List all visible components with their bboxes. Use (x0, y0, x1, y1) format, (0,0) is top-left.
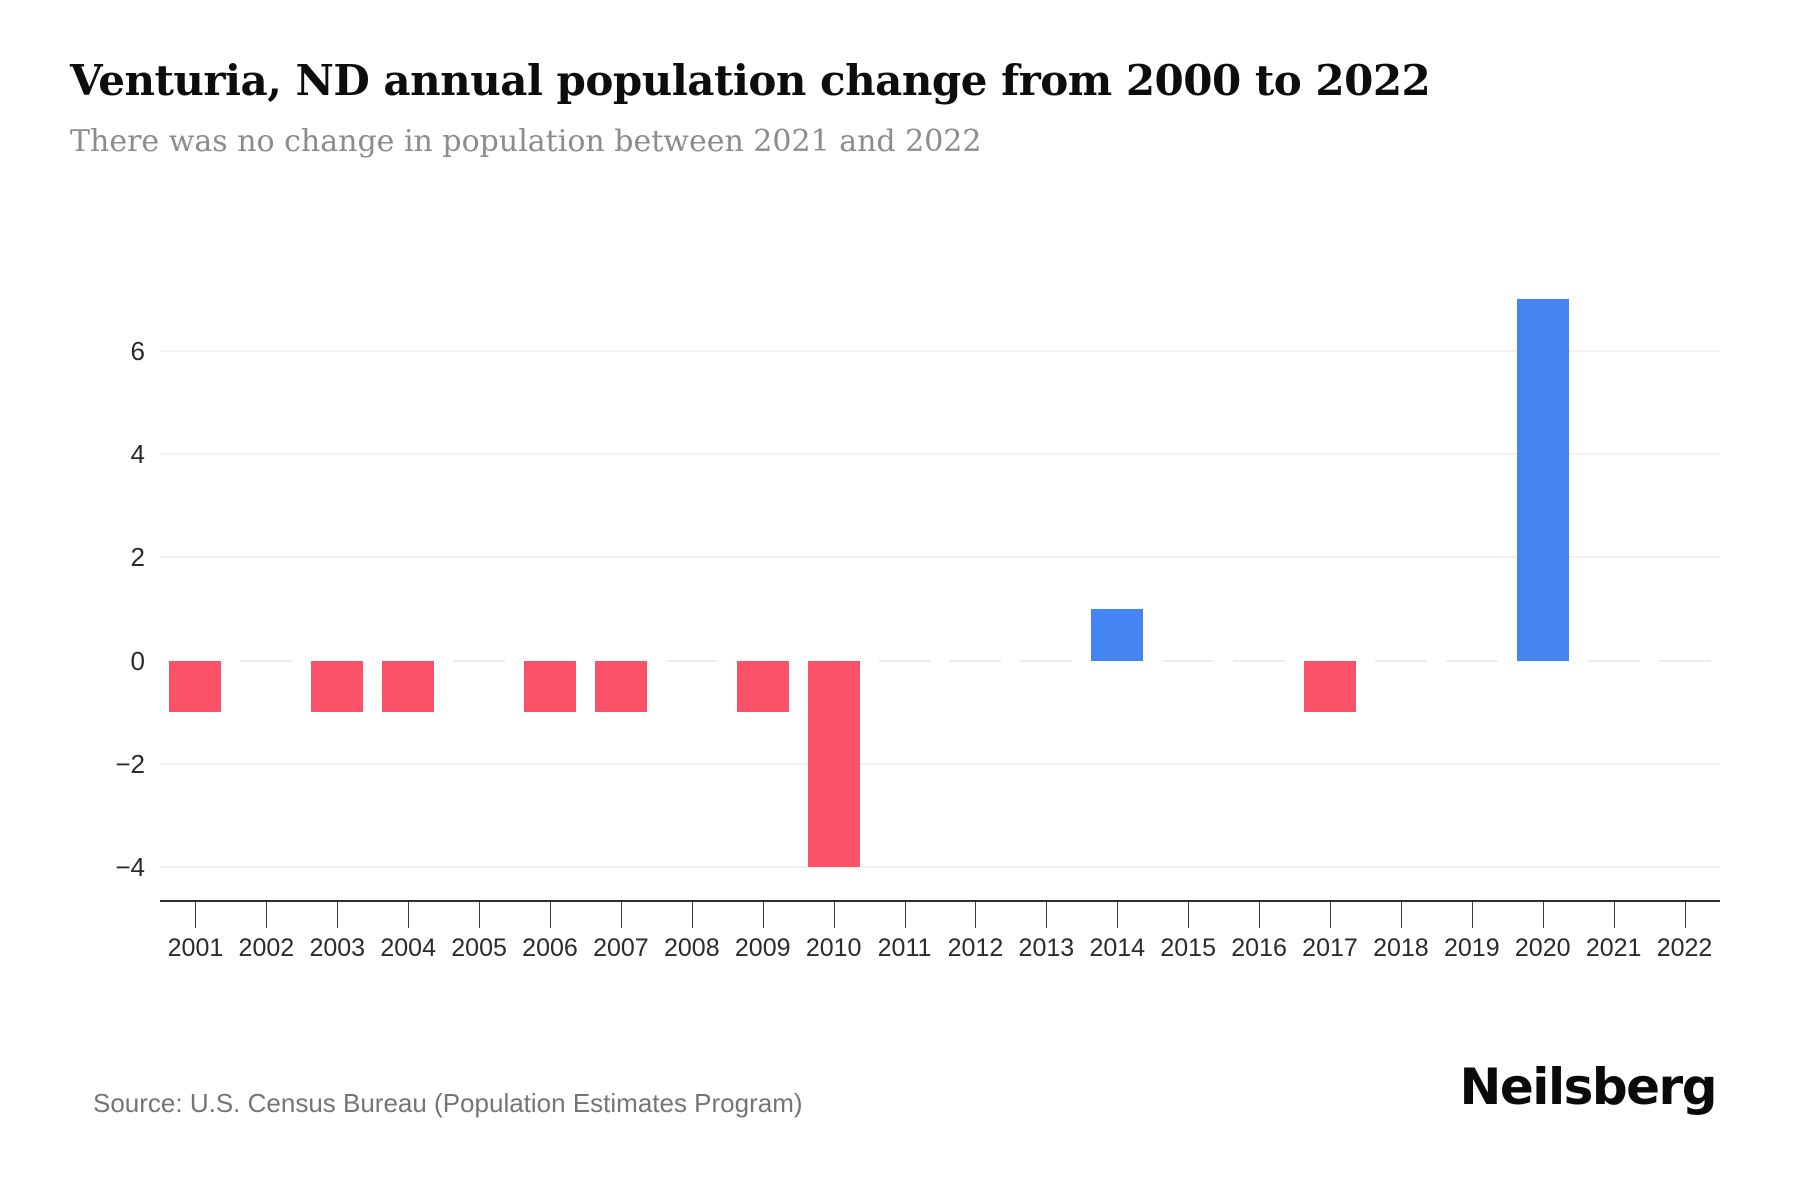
x-axis-tick (1188, 902, 1190, 928)
zero-baseline-mark (453, 659, 506, 662)
x-axis-label-2007: 2007 (593, 934, 649, 962)
bar-2004[interactable] (382, 660, 435, 713)
y-axis-label: 2 (130, 542, 145, 573)
x-axis-label-2019: 2019 (1444, 934, 1500, 962)
x-axis-tick (550, 902, 551, 928)
zero-baseline-mark (1658, 659, 1711, 662)
x-axis-label-2010: 2010 (805, 934, 862, 962)
y-axis-label: 6 (130, 335, 145, 366)
bar-2007[interactable] (594, 660, 647, 713)
x-axis-tick (1542, 902, 1544, 928)
x-axis-tick (479, 902, 481, 928)
gridline-y-2 (160, 763, 1720, 766)
x-axis-tick (904, 902, 906, 928)
bar-2003[interactable] (311, 660, 364, 713)
y-axis-label: −4 (115, 852, 145, 883)
x-axis-label-2015: 2015 (1160, 934, 1216, 962)
x-axis-tick (1046, 902, 1048, 928)
chart-area: 6 4 2 0 −2 −4 2001 2002 2003 2004 2005 2006 2007 2008… (115, 250, 1720, 962)
x-axis-tick (337, 902, 339, 928)
bar-2001[interactable] (169, 660, 222, 713)
bar-2014[interactable] (1091, 609, 1144, 661)
zero-baseline-mark (1233, 659, 1286, 662)
x-axis-label-2022: 2022 (1656, 934, 1713, 962)
zero-baseline-mark (1020, 659, 1073, 662)
gridline-y2 (160, 556, 1720, 559)
x-axis-label-2021: 2021 (1585, 934, 1642, 962)
x-axis-line (160, 900, 1720, 902)
x-axis-label-2018: 2018 (1373, 934, 1429, 962)
x-axis-label-2002: 2002 (238, 934, 295, 962)
chart-title: Venturia, ND annual population change fr… (70, 56, 1431, 105)
zero-baseline-mark (949, 659, 1002, 662)
bar-2010[interactable] (807, 660, 860, 868)
zero-baseline-mark (1374, 659, 1427, 662)
x-axis-tick (833, 902, 835, 928)
x-axis-tick (1259, 902, 1261, 928)
gridline-y6 (160, 349, 1720, 352)
bar-2020[interactable] (1516, 299, 1569, 661)
bar-2017[interactable] (1304, 660, 1356, 713)
x-axis-label-2004: 2004 (380, 934, 436, 962)
gridline-y-4 (160, 866, 1720, 869)
x-axis-label-2013: 2013 (1018, 934, 1075, 962)
x-axis-tick (691, 902, 693, 928)
gridline-y4 (160, 453, 1720, 456)
x-axis-label-2008: 2008 (664, 934, 720, 962)
x-axis-label-2012: 2012 (947, 934, 1004, 962)
zero-baseline-mark (1587, 659, 1640, 662)
y-axis-label: 4 (130, 439, 145, 470)
x-axis-tick (1117, 902, 1119, 928)
x-axis-label-2020: 2020 (1514, 934, 1571, 962)
zero-baseline-mark (878, 659, 931, 662)
x-axis-tick (408, 902, 410, 928)
zero-baseline-mark (1162, 659, 1215, 662)
x-axis-label-2017: 2017 (1302, 934, 1358, 962)
x-axis-label-2005: 2005 (451, 934, 507, 962)
bar-2009[interactable] (736, 660, 789, 713)
zero-baseline-mark (240, 659, 293, 662)
y-axis-label: 0 (130, 645, 145, 676)
neilsberg-logo: Neilsberg (1459, 1058, 1718, 1116)
source-attribution: Source: U.S. Census Bureau (Population E… (93, 1088, 803, 1118)
x-axis-tick (1330, 902, 1331, 928)
zero-baseline-mark (1445, 659, 1498, 662)
bar-2006[interactable] (524, 660, 576, 713)
x-axis-label-2011: 2011 (877, 934, 932, 962)
x-axis-label-2001: 2001 (167, 934, 224, 962)
x-axis-tick (195, 902, 197, 928)
x-axis-tick (1471, 902, 1473, 928)
x-axis-tick (1400, 902, 1402, 928)
x-axis-label-2009: 2009 (734, 934, 791, 962)
x-axis-tick (1613, 902, 1615, 928)
x-axis-tick (1684, 902, 1686, 928)
x-axis-tick (266, 902, 268, 928)
x-axis-label-2014: 2014 (1089, 934, 1146, 962)
x-axis-tick (762, 902, 764, 928)
x-axis-label-2003: 2003 (309, 934, 366, 962)
x-axis-label-2006: 2006 (522, 934, 578, 962)
x-axis-tick (975, 902, 977, 928)
x-axis-label-2016: 2016 (1231, 934, 1287, 962)
y-axis-label: −2 (115, 749, 145, 780)
chart-subtitle: There was no change in population betwee… (70, 124, 982, 159)
x-axis-tick (620, 902, 622, 928)
zero-baseline-mark (665, 659, 718, 662)
